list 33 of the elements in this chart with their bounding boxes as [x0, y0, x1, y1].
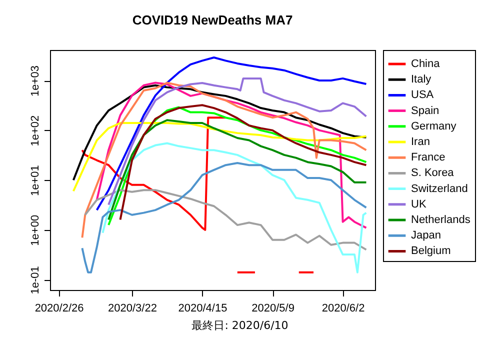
line-series [108, 119, 368, 221]
line-series [96, 56, 368, 212]
chart-title: COVID19 NewDeaths MA7 [132, 12, 293, 28]
line-series [102, 142, 368, 274]
legend-label: Italy [411, 74, 432, 86]
y-tick-label: 1e-01 [30, 266, 42, 294]
legend-label: USA [411, 89, 434, 102]
line-series [108, 77, 368, 206]
legend-label: China [411, 58, 441, 70]
x-tick-label: 2020/2/26 [34, 302, 84, 314]
y-tick-label: 1e+01 [30, 165, 42, 196]
text: 最終日: 2020/6/10 [190, 318, 290, 333]
line-series [81, 162, 368, 274]
legend-label: S. Korea [411, 167, 455, 180]
legend-label: Switzerland [411, 182, 468, 195]
legend-label: France [411, 152, 446, 164]
y-tick-label: 1e+00 [30, 214, 42, 246]
y-tick-label: 1e+02 [30, 115, 42, 146]
legend-label: Spain [411, 104, 440, 117]
legend-label: Japan [411, 230, 441, 242]
line-series [72, 122, 368, 192]
legend-label: Germany [411, 120, 457, 132]
x-tick-label: 2020/3/22 [108, 302, 157, 314]
legend-label: UK [411, 198, 427, 210]
legend-label: Iran [411, 136, 430, 148]
x-tick-label: 2020/5/9 [252, 302, 294, 314]
x-tick-label: 2020/6/2 [322, 302, 365, 314]
legend-label: Belgium [411, 245, 451, 258]
y-tick-label: 1e+03 [30, 66, 42, 96]
x-tick-label: 2020/4/15 [178, 302, 228, 314]
legend-label: Netherlands [411, 214, 471, 226]
line-series [84, 189, 368, 251]
line-series [72, 84, 368, 182]
